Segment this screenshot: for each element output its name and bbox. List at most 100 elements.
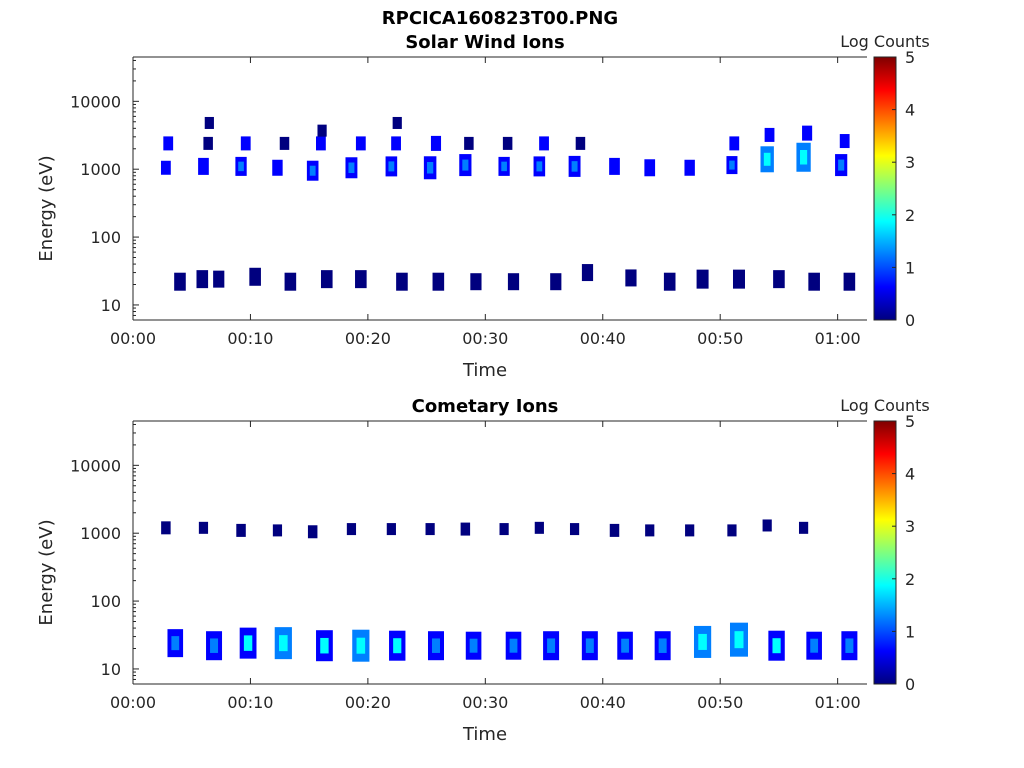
heatmap-cell xyxy=(200,162,207,171)
heatmap-cell xyxy=(611,162,618,171)
heatmap-cell xyxy=(309,165,316,176)
x-tick-label: 00:30 xyxy=(462,329,508,348)
heatmap-cell xyxy=(171,636,180,651)
y-tick-label: 1000 xyxy=(80,160,121,179)
heatmap-cell xyxy=(348,162,355,174)
heatmap-cell xyxy=(798,521,809,534)
heatmap-cell xyxy=(203,136,213,150)
heatmap-cell xyxy=(762,519,772,532)
y-tick-label: 1000 xyxy=(80,524,121,543)
heatmap-cell xyxy=(808,272,820,291)
y-tick-label: 100 xyxy=(90,592,121,611)
panel-title: Cometary Ions xyxy=(412,396,559,417)
heatmap-cell xyxy=(316,136,326,151)
heatmap-cell xyxy=(430,135,442,151)
colorbar-tick-label: 1 xyxy=(905,622,915,641)
heatmap-cell xyxy=(550,273,562,291)
y-tick-label: 10 xyxy=(101,660,121,679)
heatmap-cell xyxy=(272,524,283,537)
y-tick-label: 10 xyxy=(101,296,121,315)
heatmap-cell xyxy=(284,272,297,291)
heatmap-cell xyxy=(698,633,707,650)
heatmap-cell xyxy=(243,635,253,651)
heatmap-cell xyxy=(210,638,219,653)
colorbar-tick-label: 5 xyxy=(905,412,915,431)
x-tick-label: 01:00 xyxy=(815,329,861,348)
x-tick-label: 00:10 xyxy=(227,693,273,712)
heatmap-cell xyxy=(729,136,740,151)
heatmap-cell xyxy=(317,124,327,137)
heatmap-cell xyxy=(569,523,580,536)
x-tick-label: 00:00 xyxy=(110,329,156,348)
colorbar-tick-label: 3 xyxy=(905,517,915,536)
heatmap-cell xyxy=(356,637,366,654)
heatmap-cell xyxy=(843,272,856,291)
panel-1: Solar Wind Ions 00:00 00:10 00:20 00:30 00:40… xyxy=(36,32,930,381)
heatmap-cell xyxy=(320,637,329,654)
y-axis-label: Energy (eV) xyxy=(36,519,57,625)
heatmap-cell xyxy=(307,525,318,539)
heatmap-cell xyxy=(585,638,594,653)
heatmap-cell xyxy=(426,162,434,174)
heatmap-cell xyxy=(272,159,283,176)
heatmap-cell xyxy=(213,270,225,288)
x-axis-label: Time xyxy=(462,724,507,745)
heatmap-cell xyxy=(469,638,478,653)
heatmap-cell xyxy=(684,159,695,176)
heatmap-cell xyxy=(161,521,171,535)
heatmap-cell xyxy=(839,134,850,149)
heatmap-cell xyxy=(432,272,445,291)
heatmap-cell xyxy=(734,631,744,649)
heatmap-cell xyxy=(499,523,509,536)
heatmap-cell xyxy=(772,638,781,654)
heatmap-cell xyxy=(838,159,845,171)
x-axis-label: Time xyxy=(462,360,507,381)
heatmap-cell xyxy=(575,136,586,150)
colorbar-tick-label: 2 xyxy=(905,206,915,225)
colorbar-tick-label: 4 xyxy=(905,465,915,484)
heatmap-cell xyxy=(198,521,209,534)
heatmap-cell xyxy=(509,638,518,653)
heatmap-cell xyxy=(845,638,854,653)
heatmap-cell xyxy=(355,270,367,289)
heatmap-cell xyxy=(536,161,543,172)
heatmap-cell xyxy=(236,523,246,537)
heatmap-cell xyxy=(425,523,435,536)
x-tick-label: 01:00 xyxy=(815,693,861,712)
heatmap-cell xyxy=(729,160,735,170)
heatmap-cell xyxy=(279,635,288,652)
colorbar-gradient xyxy=(873,420,897,685)
heatmap-cells xyxy=(161,519,858,662)
colorbar-tick-label: 3 xyxy=(905,153,915,172)
heatmap-cell xyxy=(609,523,620,537)
heatmap-cell xyxy=(355,136,366,151)
x-tick-label: 00:30 xyxy=(462,693,508,712)
heatmap-cell xyxy=(696,269,709,289)
colorbar-label: Log Counts xyxy=(840,396,930,415)
heatmap-cell xyxy=(460,522,471,536)
x-tick-label: 00:40 xyxy=(580,329,626,348)
x-tick-label: 00:50 xyxy=(697,329,743,348)
heatmap-cell xyxy=(386,523,396,536)
heatmap-cell xyxy=(346,523,357,536)
colorbar-tick-label: 1 xyxy=(905,258,915,277)
y-tick-label: 10000 xyxy=(70,456,121,475)
heatmap-cells xyxy=(160,116,856,291)
heatmap-cell xyxy=(391,136,401,151)
heatmap-cell xyxy=(238,161,244,172)
colorbar-tick-label: 5 xyxy=(905,48,915,67)
heatmap-cell xyxy=(507,273,520,291)
heatmap-cell xyxy=(388,161,395,172)
x-tick-label: 00:20 xyxy=(345,329,391,348)
heatmap-cell xyxy=(174,272,186,291)
heatmap-cell xyxy=(464,136,474,150)
heatmap-cell xyxy=(625,269,637,287)
heatmap-cell xyxy=(764,127,775,142)
heatmap-cell xyxy=(240,136,251,151)
heatmap-cell xyxy=(645,524,655,537)
heatmap-cell xyxy=(810,638,819,653)
heatmap-cell xyxy=(727,524,737,537)
heatmap-cell xyxy=(392,116,402,129)
heatmap-cell xyxy=(431,638,440,653)
